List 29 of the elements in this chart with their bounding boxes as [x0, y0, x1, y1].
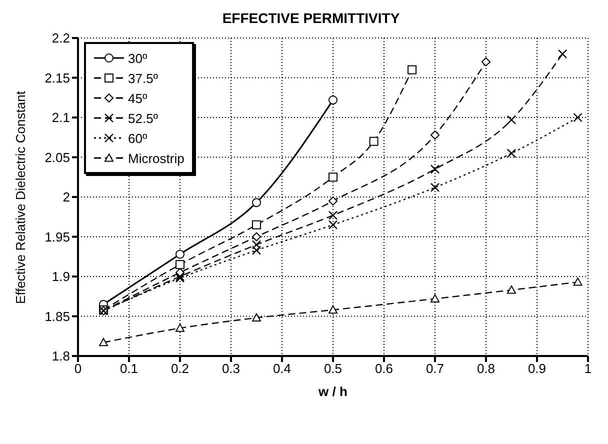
y-tick-label: 1.95	[44, 229, 70, 244]
x-tick-label: 0.6	[374, 361, 394, 376]
x-tick-label: 0	[74, 361, 82, 376]
y-tick-label: 1.85	[44, 308, 70, 324]
x-tick-label: 0.7	[426, 361, 444, 376]
y-tick-label: 1.9	[52, 269, 70, 284]
legend-label: 60º	[128, 130, 148, 146]
legend-label: 45º	[128, 90, 148, 106]
legend-label: 30º	[128, 50, 148, 66]
legend-label: Microstrip	[128, 150, 184, 166]
chart-title: EFFECTIVE PERMITTIVITY	[221, 10, 401, 26]
x-tick-label: 0.3	[222, 361, 240, 376]
y-tick-label: 2	[62, 190, 70, 205]
y-tick-label: 2.1	[52, 110, 70, 126]
y-axis-title: Effective Relative Dielectric Constant	[12, 90, 28, 304]
x-tick-label: 0.8	[476, 361, 496, 376]
y-tick-label: 2.15	[44, 70, 70, 86]
x-tick-label: 0.2	[170, 361, 190, 376]
x-tick-label: 0.5	[324, 361, 342, 376]
x-tick-label: 0.9	[528, 361, 546, 376]
y-tick-label: 1.8	[52, 348, 70, 364]
y-tick-label: 2.2	[52, 30, 70, 46]
x-tick-label: 0.1	[120, 361, 138, 376]
x-tick-label: 1	[584, 361, 592, 376]
legend-label: 52.5º	[128, 110, 158, 126]
x-axis-title: w / h	[318, 384, 348, 399]
y-tick-label: 2.05	[44, 150, 70, 165]
legend-label: 37.5º	[128, 70, 158, 86]
x-tick-label: 0.4	[272, 361, 292, 376]
